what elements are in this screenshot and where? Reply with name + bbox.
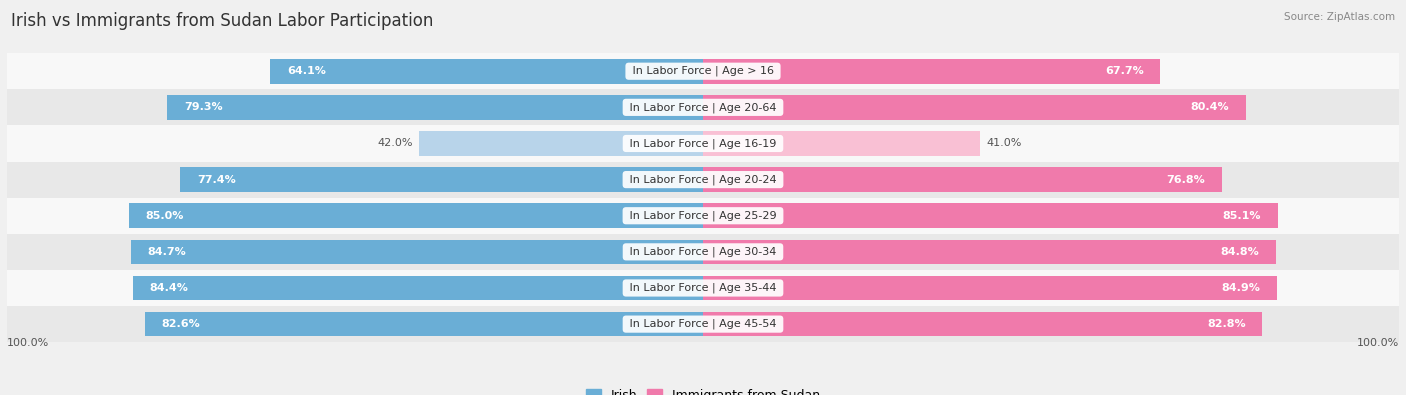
Text: 100.0%: 100.0% bbox=[7, 338, 49, 348]
Bar bbox=[270, 59, 703, 83]
Text: In Labor Force | Age 25-29: In Labor Force | Age 25-29 bbox=[626, 211, 780, 221]
Legend: Irish, Immigrants from Sudan: Irish, Immigrants from Sudan bbox=[581, 384, 825, 395]
Bar bbox=[7, 306, 1399, 342]
Bar bbox=[129, 203, 703, 228]
Text: 79.3%: 79.3% bbox=[184, 102, 222, 112]
Text: 82.8%: 82.8% bbox=[1206, 319, 1246, 329]
Text: In Labor Force | Age 20-24: In Labor Force | Age 20-24 bbox=[626, 174, 780, 185]
Bar bbox=[167, 95, 703, 120]
Bar bbox=[703, 167, 1222, 192]
Bar bbox=[7, 234, 1399, 270]
Text: In Labor Force | Age 35-44: In Labor Force | Age 35-44 bbox=[626, 283, 780, 293]
Text: 84.7%: 84.7% bbox=[148, 247, 187, 257]
Bar bbox=[703, 95, 1246, 120]
Bar bbox=[180, 167, 703, 192]
Text: Source: ZipAtlas.com: Source: ZipAtlas.com bbox=[1284, 12, 1395, 22]
Text: In Labor Force | Age 20-64: In Labor Force | Age 20-64 bbox=[626, 102, 780, 113]
Text: 64.1%: 64.1% bbox=[287, 66, 326, 76]
Text: 67.7%: 67.7% bbox=[1105, 66, 1143, 76]
Text: 84.8%: 84.8% bbox=[1220, 247, 1260, 257]
Text: 100.0%: 100.0% bbox=[1357, 338, 1399, 348]
Bar bbox=[419, 131, 703, 156]
Text: 85.1%: 85.1% bbox=[1223, 211, 1261, 221]
Text: In Labor Force | Age 30-34: In Labor Force | Age 30-34 bbox=[626, 246, 780, 257]
Bar bbox=[703, 276, 1277, 300]
Bar bbox=[7, 198, 1399, 234]
Bar bbox=[131, 240, 703, 264]
Bar bbox=[145, 312, 703, 337]
Bar bbox=[7, 270, 1399, 306]
Bar bbox=[7, 125, 1399, 162]
Text: In Labor Force | Age > 16: In Labor Force | Age > 16 bbox=[628, 66, 778, 77]
Bar bbox=[7, 89, 1399, 125]
Text: 85.0%: 85.0% bbox=[146, 211, 184, 221]
Text: 42.0%: 42.0% bbox=[377, 139, 412, 149]
Text: 77.4%: 77.4% bbox=[197, 175, 236, 184]
Bar bbox=[132, 276, 703, 300]
Bar bbox=[703, 203, 1278, 228]
Bar bbox=[7, 53, 1399, 89]
Text: In Labor Force | Age 45-54: In Labor Force | Age 45-54 bbox=[626, 319, 780, 329]
Bar bbox=[703, 240, 1277, 264]
Text: 80.4%: 80.4% bbox=[1191, 102, 1229, 112]
Text: 84.9%: 84.9% bbox=[1220, 283, 1260, 293]
Text: 84.4%: 84.4% bbox=[149, 283, 188, 293]
Text: Irish vs Immigrants from Sudan Labor Participation: Irish vs Immigrants from Sudan Labor Par… bbox=[11, 12, 433, 30]
Bar bbox=[7, 162, 1399, 198]
Text: 76.8%: 76.8% bbox=[1167, 175, 1205, 184]
Text: 82.6%: 82.6% bbox=[162, 319, 201, 329]
Bar bbox=[703, 59, 1160, 83]
Bar bbox=[703, 131, 980, 156]
Text: 41.0%: 41.0% bbox=[987, 139, 1022, 149]
Text: In Labor Force | Age 16-19: In Labor Force | Age 16-19 bbox=[626, 138, 780, 149]
Bar bbox=[703, 312, 1263, 337]
